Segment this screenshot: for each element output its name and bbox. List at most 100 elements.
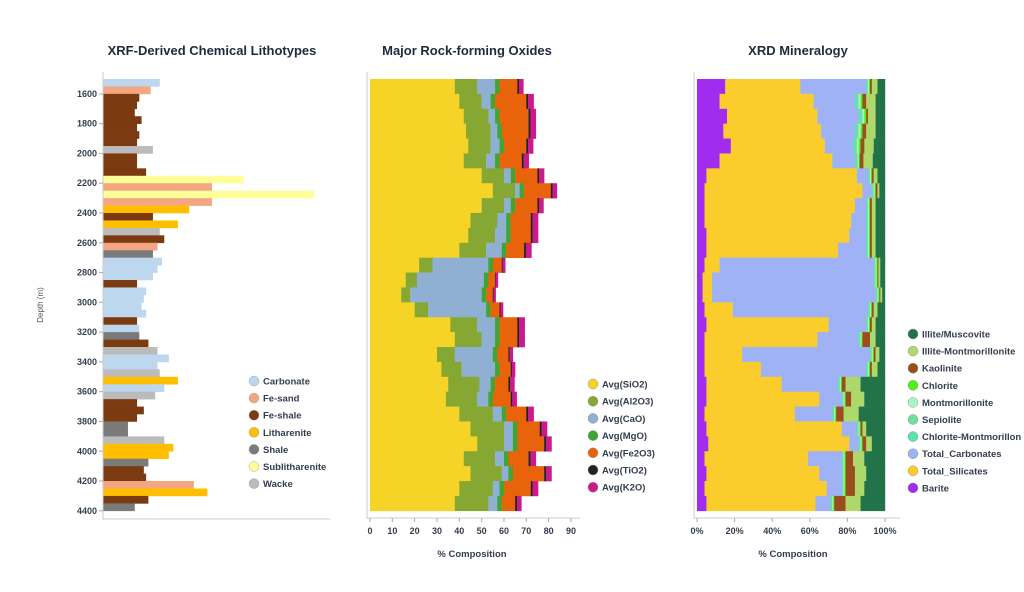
legend-label[interactable]: Carbonate — [263, 377, 310, 388]
legend-label[interactable]: Total_Carbonates — [922, 449, 1002, 460]
lithotype-bar — [103, 93, 140, 102]
lithotype-bar — [103, 428, 128, 437]
stacked-bar-segment — [882, 287, 886, 303]
stacked-bar-segment — [501, 257, 503, 273]
legend-label[interactable]: Avg(CaO) — [602, 414, 645, 425]
stacked-bar-segment — [492, 347, 498, 363]
stacked-bar-segment — [871, 198, 876, 214]
legend-label[interactable]: Fe-shale — [263, 411, 302, 422]
stacked-bar-segment — [864, 451, 886, 467]
stacked-bar-segment — [370, 79, 456, 95]
legend-label[interactable]: Avg(MgO) — [602, 431, 647, 442]
stacked-bar-segment — [697, 495, 707, 512]
stacked-bar-segment — [719, 93, 814, 110]
lithotype-bar — [103, 280, 138, 288]
lithotype-bar — [103, 451, 169, 459]
stacked-bar-segment — [477, 391, 489, 407]
stacked-bar-segment — [499, 138, 505, 154]
stacked-bar-segment — [463, 451, 496, 467]
stacked-bar-segment — [866, 436, 873, 452]
legend-swatch — [248, 461, 260, 472]
stacked-bar-segment — [454, 495, 489, 512]
lithotype-bar — [103, 354, 169, 363]
stacked-bar-segment — [866, 361, 868, 378]
stacked-bar-segment — [843, 451, 845, 467]
legend-label[interactable]: Shale — [263, 445, 288, 456]
legend-label[interactable]: Avg(K2O) — [602, 483, 645, 494]
stacked-bar-segment — [867, 242, 869, 258]
legend-label[interactable]: Avg(TiO2) — [602, 466, 647, 477]
stacked-bar-segment — [880, 272, 886, 288]
legend-label[interactable]: Litharenite — [263, 428, 312, 439]
stacked-bar-segment — [706, 391, 820, 407]
stacked-bar-segment — [528, 406, 534, 422]
legend-label[interactable]: Kaolinite — [922, 364, 962, 375]
stacked-bar-segment — [370, 481, 460, 497]
stacked-bar-segment — [869, 242, 873, 258]
legend-label[interactable]: Chlorite-Montmorillon — [922, 432, 1021, 443]
stacked-bar-segment — [544, 436, 547, 452]
stacked-bar-segment — [532, 227, 539, 244]
stacked-bar-segment — [532, 213, 539, 229]
stacked-bar-segment — [528, 93, 534, 110]
legend-label[interactable]: Barite — [922, 483, 949, 494]
stacked-bar-segment — [871, 227, 876, 244]
stacked-bar-segment — [503, 436, 514, 452]
stacked-bar-segment — [495, 317, 500, 333]
stacked-bar-segment — [499, 153, 523, 169]
legend-label[interactable]: Avg(Al2O3) — [602, 397, 653, 408]
oxides-title: Major Rock-forming Oxides — [382, 43, 552, 58]
stacked-bar-segment — [875, 93, 886, 110]
stacked-bar-segment — [862, 421, 867, 437]
legend-swatch — [907, 482, 919, 494]
stacked-bar-segment — [876, 272, 878, 288]
legend-label[interactable]: Avg(Fe2O3) — [602, 448, 655, 459]
stacked-bar-segment — [541, 421, 548, 437]
lithotype-bar — [103, 108, 135, 117]
stacked-bar-segment — [499, 108, 529, 124]
stacked-bar-segment — [697, 123, 724, 139]
legend-label[interactable]: Wacke — [263, 479, 293, 490]
legend-label[interactable]: Illite-Montmorillonite — [922, 347, 1015, 358]
legend-label[interactable]: Sublitharenite — [263, 462, 326, 473]
stacked-bar-segment — [495, 79, 500, 95]
stacked-bar-segment — [528, 108, 531, 124]
x-tick-label: 0% — [690, 526, 703, 536]
legend-label[interactable]: Chlorite — [922, 381, 958, 392]
stacked-bar-segment — [867, 317, 869, 333]
stacked-bar-segment — [479, 376, 491, 392]
stacked-bar-segment — [481, 287, 487, 303]
legend-label[interactable]: Illite/Muscovite — [922, 330, 990, 341]
stacked-bar-segment — [503, 421, 514, 437]
stacked-bar-segment — [697, 391, 707, 407]
stacked-bar-segment — [877, 183, 880, 199]
stacked-bar-segment — [858, 93, 861, 110]
stacked-bar-segment — [859, 436, 861, 452]
stacked-bar-segment — [831, 495, 833, 512]
stacked-bar-segment — [706, 242, 839, 258]
stacked-bar-segment — [730, 138, 826, 154]
stacked-bar-segment — [704, 347, 743, 363]
stacked-bar-segment — [835, 406, 837, 422]
legend-label[interactable]: Fe-sand — [263, 394, 300, 405]
lithotype-bar — [103, 436, 165, 445]
x-tick-label: 60 — [499, 526, 509, 536]
stacked-bar-segment — [867, 213, 869, 229]
stacked-bar-segment — [843, 466, 845, 482]
stacked-bar-segment — [370, 183, 494, 199]
legend-label[interactable]: Sepiolite — [922, 415, 962, 426]
stacked-bar-segment — [836, 406, 844, 422]
legend-label[interactable]: Avg(SiO2) — [602, 380, 648, 391]
stacked-bar-segment — [706, 227, 850, 244]
stacked-bar-segment — [815, 495, 831, 512]
stacked-bar-segment — [842, 451, 844, 467]
lithotype-bar — [103, 175, 244, 184]
stacked-bar-segment — [849, 436, 859, 452]
legend-label[interactable]: Total_Silicates — [922, 466, 988, 477]
legend-label[interactable]: Montmorillonite — [922, 398, 993, 409]
stacked-bar-segment — [499, 332, 518, 348]
lithotype-bar — [103, 443, 174, 452]
stacked-bar-segment — [800, 79, 867, 95]
x-tick-label: 80% — [838, 526, 856, 536]
stacked-bar-segment — [856, 421, 858, 437]
